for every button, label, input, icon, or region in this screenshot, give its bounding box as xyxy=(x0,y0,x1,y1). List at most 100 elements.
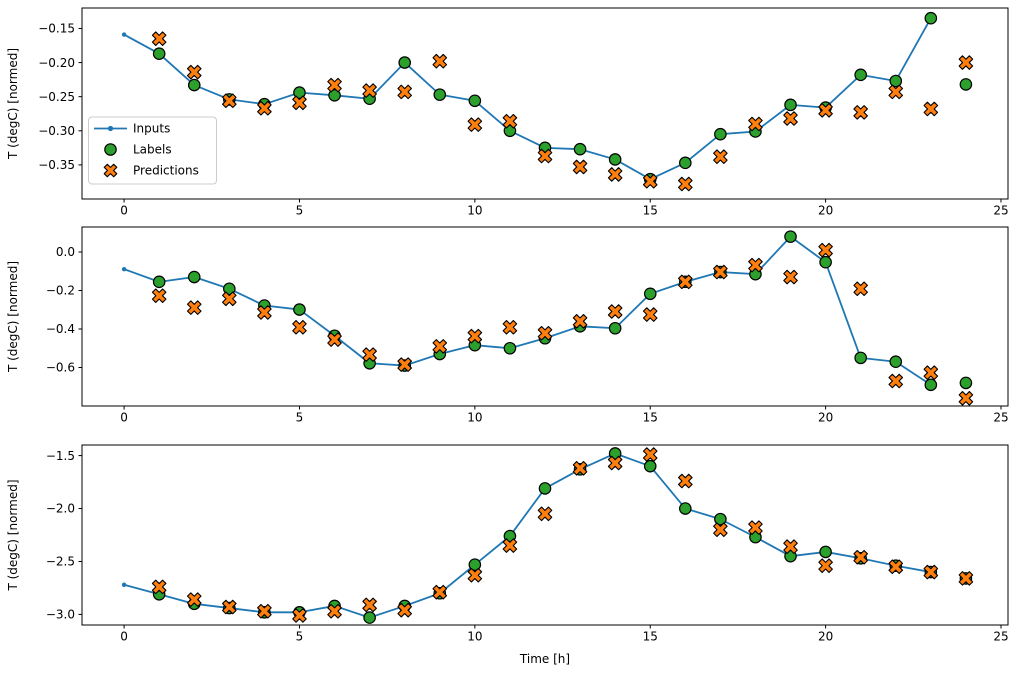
prediction-marker xyxy=(678,473,693,489)
y-tick-label: −0.30 xyxy=(38,124,75,138)
axes-box xyxy=(81,226,1009,407)
y-tick-label: −0.15 xyxy=(38,22,75,36)
inputs-line xyxy=(123,235,932,386)
prediction-marker xyxy=(607,304,623,319)
legend: Inputs Labels Predictions xyxy=(88,116,217,185)
prediction-marker xyxy=(713,522,728,538)
label-marker xyxy=(714,512,727,526)
prediction-marker xyxy=(186,64,202,80)
x-icon xyxy=(103,163,118,178)
prediction-marker xyxy=(257,100,272,116)
legend-item-label: Inputs xyxy=(133,122,170,136)
x-tick-label: 5 xyxy=(296,630,304,644)
prediction-marker xyxy=(327,77,342,93)
label-marker xyxy=(468,94,482,108)
prediction-marker xyxy=(467,328,483,344)
prediction-marker xyxy=(186,592,202,607)
prediction-marker xyxy=(537,325,553,341)
prediction-marker xyxy=(888,84,904,100)
prediction-marker xyxy=(432,584,448,600)
prediction-marker xyxy=(642,307,658,322)
x-tick-label: 5 xyxy=(296,411,304,425)
x-tick-label: 10 xyxy=(467,630,482,644)
x-tick-label: 25 xyxy=(993,411,1008,425)
prediction-marker xyxy=(572,460,588,476)
prediction-marker xyxy=(572,314,588,329)
axes-box xyxy=(81,7,1009,200)
prediction-marker xyxy=(292,95,307,111)
prediction-marker xyxy=(713,264,728,280)
label-marker xyxy=(924,378,938,392)
prediction-marker xyxy=(292,608,307,623)
label-marker xyxy=(784,98,797,112)
y-tick-label: −2.0 xyxy=(46,502,75,516)
prediction-marker xyxy=(923,365,939,381)
label-marker xyxy=(187,270,201,284)
prediction-marker xyxy=(818,103,833,118)
axes-box xyxy=(81,444,1009,626)
y-tick-label: −2.5 xyxy=(46,555,75,569)
prediction-marker xyxy=(151,288,167,304)
label-marker xyxy=(152,275,166,289)
prediction-marker xyxy=(607,455,623,471)
subplot-1: 0 5 10 15 20 25 −0.15 −0.20 −0.25 −0.30 −0.35 T (de… xyxy=(6,7,1009,218)
prediction-marker xyxy=(151,579,167,595)
prediction-marker xyxy=(607,167,623,182)
label-marker xyxy=(854,351,867,365)
prediction-marker xyxy=(958,571,974,586)
prediction-marker xyxy=(222,599,237,615)
prediction-marker xyxy=(958,391,974,406)
label-marker xyxy=(924,11,938,25)
prediction-marker xyxy=(923,564,939,580)
label-marker xyxy=(223,282,236,296)
x-tick-label: 20 xyxy=(818,411,833,425)
prediction-marker xyxy=(327,332,342,347)
y-tick-label: −0.25 xyxy=(38,90,75,104)
prediction-marker xyxy=(362,83,377,98)
y-axis-label: T (degC) [normed] xyxy=(6,48,20,160)
prediction-marker xyxy=(818,242,833,258)
y-axis-label: T (degC) [normed] xyxy=(6,261,20,373)
prediction-marker xyxy=(222,93,237,109)
legend-item-label: Predictions xyxy=(133,164,199,178)
label-marker xyxy=(643,459,657,473)
label-marker xyxy=(889,355,903,369)
legend-item-inputs: Inputs xyxy=(94,122,170,136)
subplot-2: 0 5 10 15 20 25 0.0 −0.2 −0.4 −0.6 T (degC) [norme… xyxy=(6,226,1009,425)
label-marker xyxy=(187,78,201,92)
prediction-marker xyxy=(923,101,939,117)
y-tick-label: −0.20 xyxy=(38,56,75,70)
prediction-marker xyxy=(678,176,693,192)
x-tick-label: 25 xyxy=(993,204,1008,218)
x-tick-label: 15 xyxy=(643,630,658,644)
label-marker xyxy=(328,89,341,102)
label-marker xyxy=(784,230,797,243)
legend-item-predictions: Predictions xyxy=(103,163,199,178)
legend-frame xyxy=(88,116,217,185)
y-tick-label: 0.0 xyxy=(56,245,75,259)
label-marker xyxy=(293,86,306,99)
prediction-marker xyxy=(432,339,448,354)
y-tick-label: −0.35 xyxy=(38,158,75,172)
label-marker xyxy=(293,303,306,316)
x-tick-label: 20 xyxy=(818,630,833,644)
prediction-marker xyxy=(397,602,412,618)
prediction-marker xyxy=(537,148,553,164)
prediction-marker xyxy=(853,105,868,120)
prediction-marker xyxy=(362,597,377,613)
prediction-marker xyxy=(397,357,412,372)
prediction-marker xyxy=(467,567,483,583)
y-axis-label: T (degC) [normed] xyxy=(6,479,20,591)
label-marker xyxy=(538,482,552,495)
prediction-marker xyxy=(678,274,693,290)
x-tick-label: 10 xyxy=(467,204,482,218)
prediction-marker xyxy=(502,113,518,129)
label-marker xyxy=(152,47,166,60)
y-tick-label: −1.5 xyxy=(46,449,75,463)
label-marker xyxy=(819,255,832,269)
prediction-marker xyxy=(502,538,518,553)
label-marker xyxy=(819,545,832,559)
label-marker xyxy=(608,321,622,335)
label-marker xyxy=(608,153,622,166)
